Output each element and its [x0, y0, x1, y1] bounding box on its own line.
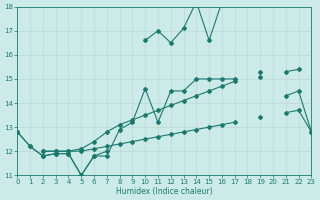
X-axis label: Humidex (Indice chaleur): Humidex (Indice chaleur): [116, 187, 213, 196]
